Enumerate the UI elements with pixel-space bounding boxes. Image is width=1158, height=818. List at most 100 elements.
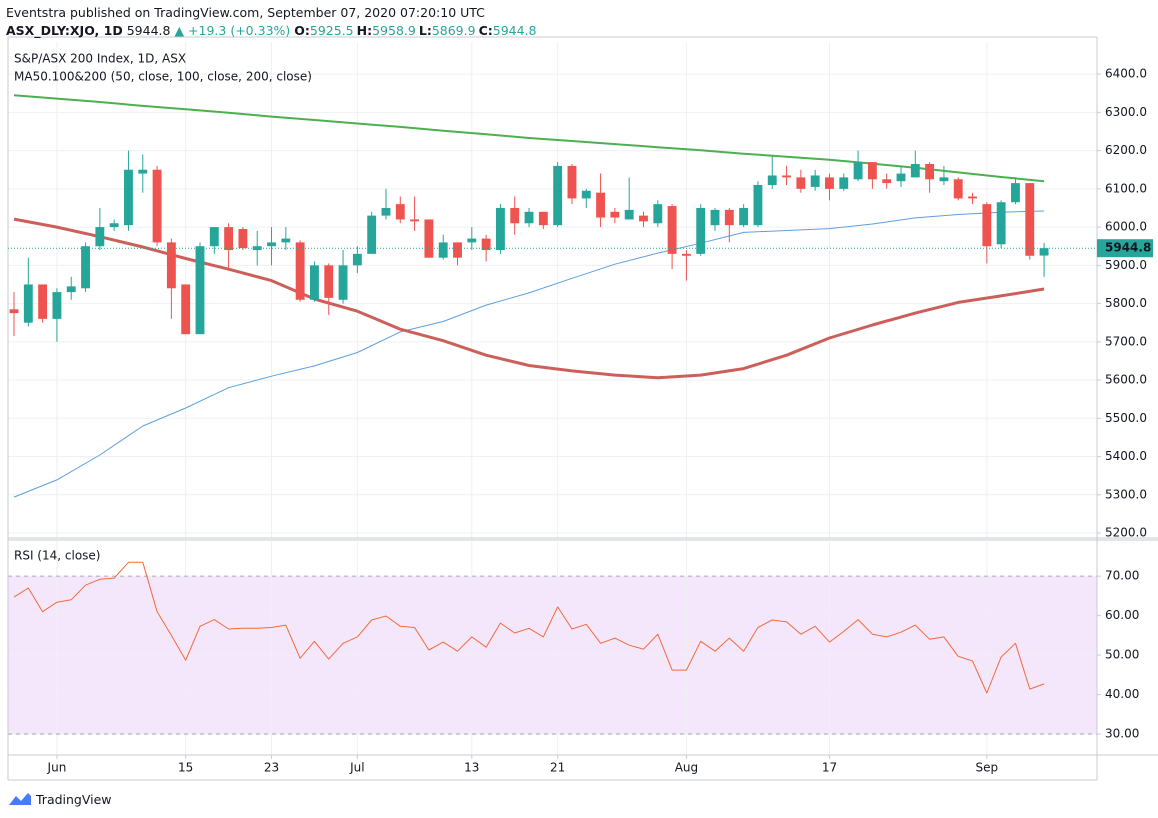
candle-body bbox=[968, 196, 977, 199]
candle-body bbox=[195, 246, 205, 335]
y-tick-label: 5900.0 bbox=[1105, 258, 1147, 272]
moving-average bbox=[13, 217, 1045, 380]
ohlc-label: O: bbox=[294, 23, 310, 38]
candle-body bbox=[95, 227, 105, 247]
candle-body bbox=[839, 177, 849, 189]
y-tick-label: 5700.0 bbox=[1105, 334, 1147, 348]
candle-body bbox=[596, 192, 606, 218]
x-tick-label: Sep bbox=[976, 761, 999, 775]
x-tick-label: 23 bbox=[264, 761, 279, 775]
candle-body bbox=[224, 227, 234, 251]
y-tick-label: 30.00 bbox=[1105, 727, 1139, 741]
candle-body bbox=[238, 229, 248, 249]
y-tick-label: 50.00 bbox=[1105, 648, 1139, 662]
x-tick-label: 15 bbox=[178, 761, 193, 775]
candle-body bbox=[667, 206, 677, 254]
candle-body bbox=[124, 169, 133, 226]
ohlc-value: 5925.5 bbox=[309, 23, 354, 38]
y-tick-label: 5400.0 bbox=[1105, 449, 1147, 463]
candle-body bbox=[367, 215, 377, 254]
candle-body bbox=[753, 185, 763, 226]
candle-body bbox=[424, 219, 434, 258]
candle-body bbox=[495, 207, 505, 251]
candle-body bbox=[767, 175, 777, 186]
candle-body bbox=[138, 169, 148, 174]
x-tick-label: Jun bbox=[47, 761, 67, 775]
y-tick-label: 5800.0 bbox=[1105, 296, 1147, 310]
ohlc-value: 5958.9 bbox=[372, 23, 416, 38]
candle-body bbox=[739, 207, 749, 226]
candle-body bbox=[352, 253, 362, 266]
ohlc-value: 5944.8 bbox=[492, 23, 537, 38]
y-tick-label: 6100.0 bbox=[1105, 181, 1147, 195]
y-tick-label: 6000.0 bbox=[1105, 220, 1147, 234]
candle-body bbox=[681, 253, 691, 256]
x-tick-label: 17 bbox=[822, 761, 837, 775]
x-tick-label: 13 bbox=[464, 761, 479, 775]
candle-body bbox=[553, 165, 563, 226]
candle-body bbox=[1025, 183, 1035, 256]
pane-title: RSI (14, close) bbox=[14, 549, 100, 563]
candle-body bbox=[295, 242, 305, 300]
candle-body bbox=[510, 207, 520, 224]
y-tick-label: 40.00 bbox=[1105, 687, 1139, 701]
candle-body bbox=[66, 286, 76, 293]
header: Eventstra published on TradingView.com, … bbox=[6, 4, 540, 40]
candle-body bbox=[438, 242, 448, 258]
candle-body bbox=[9, 309, 19, 314]
candle-body bbox=[867, 162, 877, 180]
candle-body bbox=[910, 163, 920, 178]
y-tick-label: 5200.0 bbox=[1105, 526, 1147, 540]
candle-body bbox=[996, 202, 1006, 245]
candle-body bbox=[710, 209, 720, 226]
candle-body bbox=[853, 162, 863, 180]
symbol-line: ASX_DLY:XJO, 1D 5944.8 ▲ +19.3 (+0.33%) … bbox=[6, 22, 540, 40]
candle-body bbox=[338, 265, 348, 300]
candle-body bbox=[696, 207, 706, 254]
candle-body bbox=[624, 209, 634, 220]
candle-body bbox=[953, 179, 963, 199]
y-tick-label: 5500.0 bbox=[1105, 411, 1147, 425]
y-tick-label: 5300.0 bbox=[1105, 487, 1147, 501]
pane-subtitle: MA50.100&200 (50, close, 100, close, 200… bbox=[14, 70, 312, 84]
y-tick-label: 6400.0 bbox=[1105, 67, 1147, 81]
ohlc-label: H: bbox=[356, 23, 373, 38]
ohlc: O:5925.5 H:5958.9 L:5869.9 C:5944.8 bbox=[294, 23, 539, 38]
candle-body bbox=[52, 292, 62, 319]
y-tick-label: 6200.0 bbox=[1105, 143, 1147, 157]
y-tick-label: 5600.0 bbox=[1105, 373, 1147, 387]
candle-body bbox=[281, 238, 291, 243]
candle-body bbox=[109, 223, 119, 228]
candle-body bbox=[796, 177, 806, 189]
x-tick-label: Aug bbox=[675, 761, 698, 775]
candle-body bbox=[410, 219, 420, 222]
candle-body bbox=[782, 175, 791, 178]
candle-body bbox=[810, 175, 820, 187]
candle-body bbox=[267, 242, 276, 247]
candle-body bbox=[166, 242, 176, 289]
candle-body bbox=[23, 284, 33, 323]
ohlc-label: L: bbox=[418, 23, 432, 38]
candle-body bbox=[581, 190, 591, 199]
y-tick-label: 70.00 bbox=[1105, 569, 1139, 583]
candle-body bbox=[825, 177, 834, 189]
candle-body bbox=[538, 211, 548, 226]
brand: TradingView bbox=[36, 791, 112, 807]
candle-body bbox=[481, 238, 491, 251]
moving-average bbox=[13, 210, 1045, 498]
candle-body bbox=[567, 165, 577, 199]
candle-body bbox=[653, 204, 663, 224]
last-value: 5944.8 bbox=[126, 23, 171, 38]
last-price-tag bbox=[1097, 239, 1153, 258]
candle-body bbox=[1011, 183, 1020, 203]
rsi-line bbox=[13, 561, 1045, 694]
symbol: ASX_DLY:XJO, 1D bbox=[6, 23, 123, 38]
y-tick-label: 60.00 bbox=[1105, 608, 1139, 622]
candle-body bbox=[610, 211, 620, 218]
ohlc-label: C: bbox=[478, 23, 493, 38]
candle-body bbox=[395, 204, 405, 220]
publisher-line: Eventstra published on TradingView.com, … bbox=[6, 5, 485, 20]
candle-body bbox=[467, 238, 477, 243]
